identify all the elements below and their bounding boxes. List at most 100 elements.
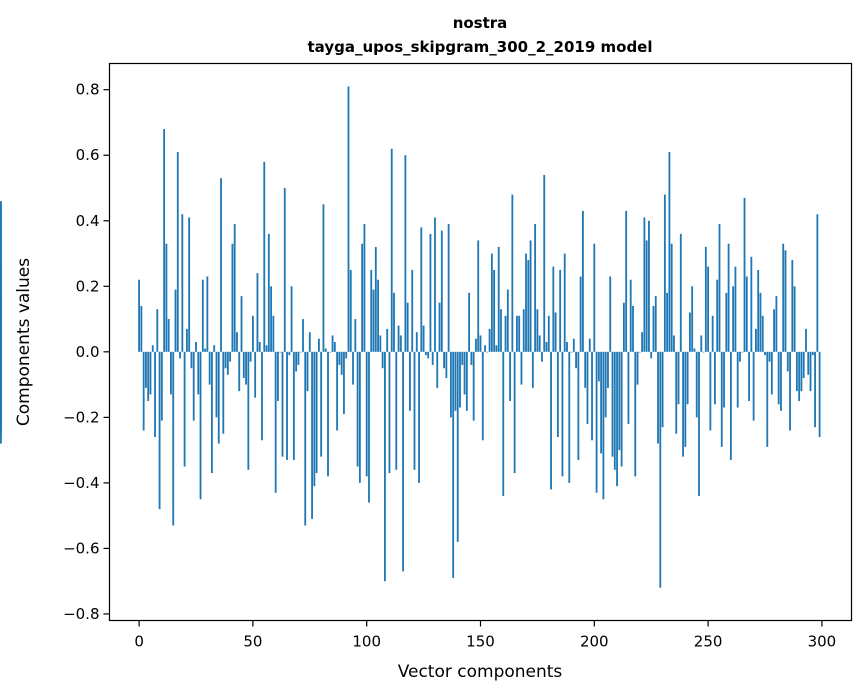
y-tick-label: 0.4: [76, 212, 100, 230]
bar: [238, 351, 241, 392]
bar: [563, 253, 566, 352]
bar: [295, 351, 298, 372]
bar: [356, 351, 359, 467]
bar: [415, 332, 418, 352]
bar: [142, 351, 145, 431]
bar: [336, 351, 339, 431]
bar: [158, 351, 161, 510]
bar: [420, 227, 423, 352]
bar: [579, 276, 582, 352]
bar: [272, 315, 275, 352]
bar: [695, 351, 698, 418]
y-tick-label: −0.8: [63, 605, 99, 623]
bar: [365, 351, 368, 477]
bar: [286, 351, 288, 460]
y-tick-label: −0.4: [63, 474, 99, 492]
bar: [195, 342, 197, 352]
bar: [727, 243, 730, 352]
bar: [604, 351, 607, 418]
bar: [459, 351, 461, 408]
bar: [281, 351, 284, 457]
bar: [643, 217, 646, 352]
bar: [160, 351, 163, 421]
bar: [440, 230, 443, 352]
bar: [723, 351, 725, 408]
bar: [627, 351, 630, 424]
bar: [254, 351, 257, 398]
x-tick-label: 50: [243, 633, 262, 651]
bar: [297, 351, 300, 365]
bar: [352, 351, 354, 385]
bar: [340, 351, 343, 375]
bar: [636, 351, 639, 385]
bar: [327, 351, 329, 477]
bar: [0, 204, 2, 352]
bar: [436, 351, 439, 388]
bar: [638, 351, 641, 353]
bar: [668, 151, 671, 352]
bar: [176, 151, 179, 352]
bar: [761, 315, 764, 352]
bar: [386, 328, 389, 352]
bar: [509, 351, 511, 401]
bar: [222, 351, 225, 434]
y-tick-label: 0.8: [76, 81, 100, 99]
bar: [577, 351, 580, 460]
bar: [620, 351, 623, 467]
bar: [206, 276, 209, 352]
bar: [320, 351, 323, 457]
bar: [267, 233, 270, 352]
bar: [506, 289, 509, 352]
bar: [520, 351, 523, 385]
bar: [516, 315, 518, 352]
bar: [634, 351, 637, 477]
bar: [236, 332, 238, 352]
bar: [495, 345, 498, 352]
chart-title: nostra: [453, 14, 508, 32]
bar: [390, 148, 393, 352]
bar: [393, 292, 395, 352]
bar: [686, 351, 689, 405]
bar: [270, 286, 273, 352]
bar: [404, 155, 407, 352]
bar: [174, 289, 177, 352]
bar: [754, 328, 757, 352]
bar: [170, 351, 172, 395]
bar: [220, 178, 222, 352]
bar: [431, 351, 434, 365]
bar: [497, 246, 500, 352]
bar: [245, 351, 247, 385]
bar: [607, 351, 609, 388]
bar: [552, 266, 555, 352]
bar: [343, 351, 345, 415]
bar: [445, 351, 448, 379]
x-axis-label: Vector components: [398, 662, 563, 682]
bar: [700, 335, 703, 352]
bar: [645, 240, 648, 352]
bar: [454, 351, 457, 411]
bar: [475, 338, 477, 352]
bar: [140, 305, 143, 352]
bar: [527, 260, 530, 352]
bar: [654, 296, 657, 352]
bar: [684, 351, 687, 447]
bar: [333, 342, 336, 352]
bar: [461, 351, 464, 365]
bar: [613, 351, 616, 470]
bar: [600, 351, 603, 454]
bar: [784, 250, 787, 352]
bar: [406, 302, 409, 352]
bar: [504, 315, 507, 352]
bar: [529, 240, 532, 352]
bar: [595, 351, 598, 493]
bar: [185, 328, 188, 352]
bar: [800, 351, 803, 392]
bar: [179, 351, 181, 359]
x-tick-label: 300: [808, 633, 837, 651]
bar: [798, 351, 801, 401]
bar: [261, 351, 263, 441]
bar: [786, 351, 789, 372]
bar: [411, 269, 414, 352]
bar: [204, 348, 206, 352]
bar: [500, 309, 502, 352]
